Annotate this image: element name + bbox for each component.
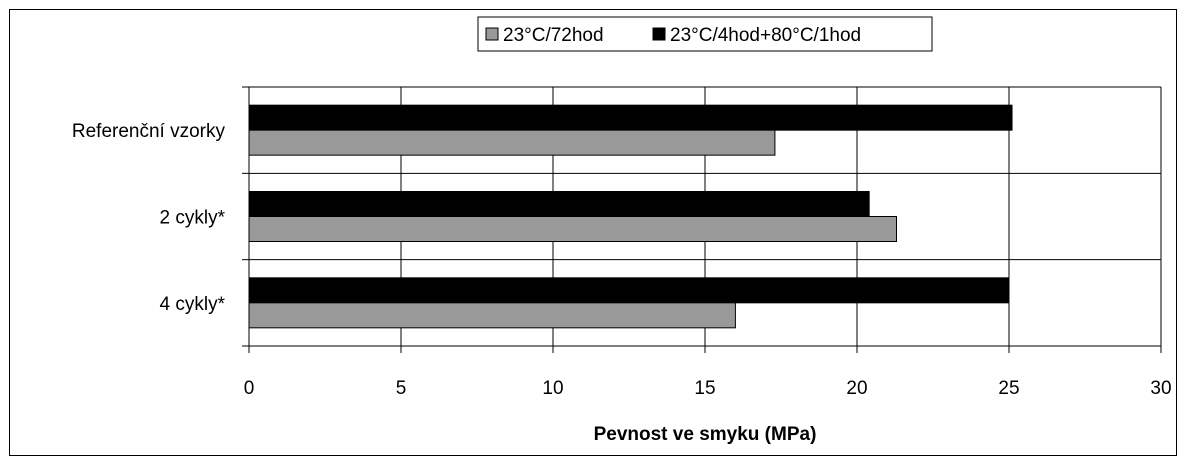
- x-tick-label: 20: [846, 378, 867, 399]
- legend: 23°C/72hod 23°C/4hod+80°C/1hod: [477, 16, 933, 52]
- legend-label-series-1: 23°C/72hod: [503, 25, 604, 46]
- tick-marks: [242, 86, 1162, 353]
- x-tick-label: 25: [998, 378, 1019, 399]
- x-tick-label: 15: [694, 378, 715, 399]
- x-axis-title: Pevnost ve smyku (MPa): [594, 424, 817, 445]
- bar-series-1-category-1: [248, 129, 776, 156]
- x-tick-label: 10: [542, 378, 563, 399]
- bar-series-1-category-2: [248, 216, 898, 242]
- tick-labels: 0 5 10 15 20 25 30: [244, 378, 1172, 399]
- bar-series-2-category-2: [248, 191, 870, 217]
- category-label: Referenční vzorky: [72, 121, 226, 142]
- x-tick-label: 30: [1150, 378, 1171, 399]
- x-tick-label: 5: [396, 378, 407, 399]
- x-tick-label: 0: [244, 378, 255, 399]
- legend-box: [477, 16, 933, 52]
- bar-series-2-category-3: [248, 277, 1010, 304]
- category-label: 4 cykly*: [160, 294, 226, 315]
- bars: [248, 104, 1013, 329]
- legend-swatch-series-2: [652, 27, 666, 41]
- legend-swatch-series-1: [485, 27, 499, 41]
- bar-series-1-category-3: [248, 302, 736, 329]
- category-label: 2 cykly*: [160, 208, 226, 229]
- category-labels: Referenční vzorky 2 cykly* 4 cykly*: [72, 121, 226, 315]
- legend-label-series-2: 23°C/4hod+80°C/1hod: [670, 25, 861, 46]
- bar-series-2-category-1: [248, 104, 1013, 131]
